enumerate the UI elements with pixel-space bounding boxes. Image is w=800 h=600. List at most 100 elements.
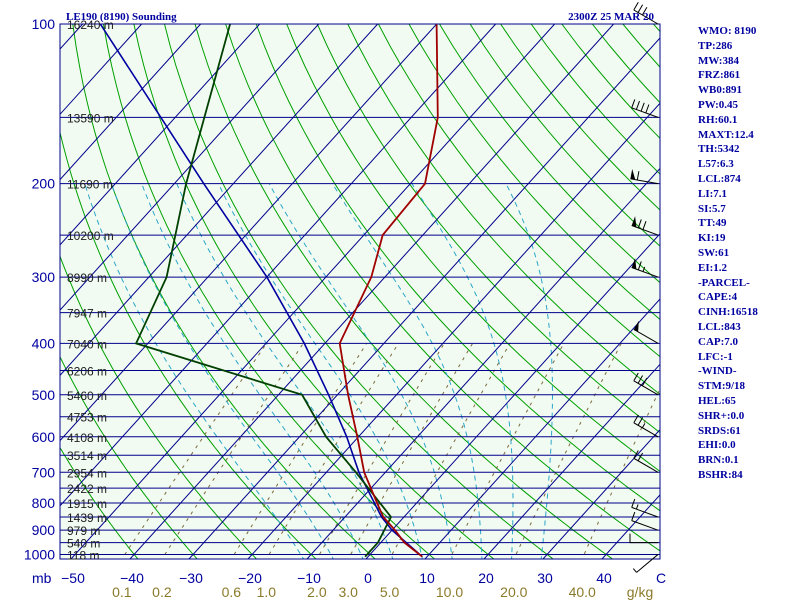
index-item: SRDS:61 <box>698 424 741 437</box>
wind-barb-half-feather <box>632 568 637 573</box>
temperature-line <box>338 24 439 558</box>
height-label: 4753 m <box>67 411 107 425</box>
wind-barb <box>629 533 659 544</box>
height-label: 540 m <box>67 537 100 551</box>
wind-barb <box>631 258 659 278</box>
wind-barb <box>633 372 659 396</box>
index-item: FRZ:861 <box>698 69 741 82</box>
wind-barb-feather <box>641 6 648 16</box>
index-item: -WIND- <box>698 365 737 378</box>
wind-barb <box>633 450 659 473</box>
height-label: 2422 m <box>67 482 107 496</box>
height-label: 3514 m <box>67 449 107 463</box>
dry-adiabat <box>225 24 660 552</box>
wind-barb-feather <box>631 511 636 521</box>
isotherm <box>306 167 660 559</box>
dry-adiabat <box>347 24 660 396</box>
index-item: PW:0.45 <box>698 98 739 111</box>
wind-barb-staff <box>631 107 659 118</box>
profiles <box>99 24 439 558</box>
temperature-tick-label: −50 <box>61 570 85 586</box>
wind-barb-feather <box>645 104 650 114</box>
mixing-ratio-line <box>230 343 368 559</box>
mixing-ratio-label: 2.0 <box>307 584 327 600</box>
pressure-label: 800 <box>32 495 56 511</box>
index-item: TT:49 <box>698 217 727 230</box>
index-item: MAXT:12.4 <box>698 128 754 141</box>
isotherm <box>60 24 143 116</box>
wind-barb-feather <box>637 452 644 462</box>
wind-barb-feather <box>636 171 640 181</box>
wind-barb-feather <box>631 99 636 108</box>
index-item: SI:5.7 <box>698 202 726 215</box>
moist-adiabat <box>332 183 483 559</box>
mixing-ratio-label: 5.0 <box>380 584 400 600</box>
moist-adiabat <box>217 183 424 559</box>
mixing-ratio-label: 0.1 <box>112 584 132 600</box>
wind-barb <box>633 1 659 25</box>
wind-barb-flag <box>633 320 639 332</box>
isotherm <box>60 24 379 377</box>
index-item: LCL:843 <box>698 320 741 333</box>
height-label: 4108 m <box>67 431 107 445</box>
temperature-tick-label: 10 <box>419 570 435 586</box>
mixing-ratio-line <box>316 343 445 559</box>
isotherm <box>60 24 438 442</box>
height-label: 118 m <box>67 548 99 562</box>
wind-barb-feather <box>633 372 639 382</box>
wind-barb-feather <box>637 261 642 271</box>
mixing-ratio-label: 20.0 <box>500 584 527 600</box>
isotherm <box>70 24 556 559</box>
moist-adiabat <box>268 183 453 559</box>
height-label: 979 m <box>67 524 100 538</box>
isotherm <box>365 233 660 559</box>
index-item: WB0:891 <box>698 84 742 97</box>
pressure-label: 1000 <box>24 546 55 562</box>
height-label: 2954 m <box>67 466 107 480</box>
index-item: RH:60.1 <box>698 113 738 126</box>
wind-barb-flag <box>630 169 636 180</box>
height-label: 16240 m <box>67 18 114 32</box>
temperature-tick-label: −10 <box>297 570 321 586</box>
height-label: 10200 m <box>67 229 114 243</box>
index-item: TP:286 <box>698 39 733 52</box>
wind-barb-half-feather <box>635 504 639 510</box>
index-item: L57:6.3 <box>698 158 734 171</box>
wind-barb-half-feather <box>641 423 646 429</box>
chart-time: 2300Z 25 MAR 20 <box>568 11 654 23</box>
dry-adiabat <box>438 24 660 284</box>
index-item: LCL:874 <box>698 172 741 185</box>
height-label: 13590 m <box>67 111 114 125</box>
wind-barb <box>631 99 659 118</box>
index-item: LI:7.1 <box>698 187 728 200</box>
wind-barb-staff <box>631 520 659 531</box>
mixing-ratio-label: 1.0 <box>257 584 277 600</box>
isotherm <box>483 363 660 559</box>
dry-adiabat <box>469 24 660 247</box>
wind-barbs <box>629 1 659 573</box>
height-label: 1439 m <box>67 511 107 525</box>
isotherm <box>60 24 320 311</box>
index-item: BRN:0.1 <box>698 454 739 467</box>
temperature-tick-label: −20 <box>238 570 262 586</box>
index-item: EI:1.2 <box>698 261 728 274</box>
index-item: KI:19 <box>698 232 726 245</box>
indices-panel: WMO: 8190 TP:286 MW:384 FRZ:861 WB0:891 PW:0.… <box>698 24 798 483</box>
mixing-ratio-label: 10.0 <box>436 584 463 600</box>
dewpoint-line <box>134 24 393 558</box>
isotherm <box>129 24 615 559</box>
mixing-ratio-line <box>265 343 399 559</box>
wind-barb-staff <box>636 554 659 573</box>
wind-barb <box>631 511 659 531</box>
wind-barb-feather <box>633 450 639 459</box>
pressure-label: 900 <box>32 522 56 538</box>
moist-adiabat <box>176 183 394 559</box>
isotherm <box>424 298 660 559</box>
wind-barb-feather <box>642 221 647 230</box>
wind-barb-feather <box>631 498 636 508</box>
index-item: MW:384 <box>698 54 739 67</box>
dry-adiabat <box>133 24 495 559</box>
height-label: 8990 m <box>67 271 107 285</box>
mixing-ratio-unit-label: g/kg <box>627 584 653 600</box>
